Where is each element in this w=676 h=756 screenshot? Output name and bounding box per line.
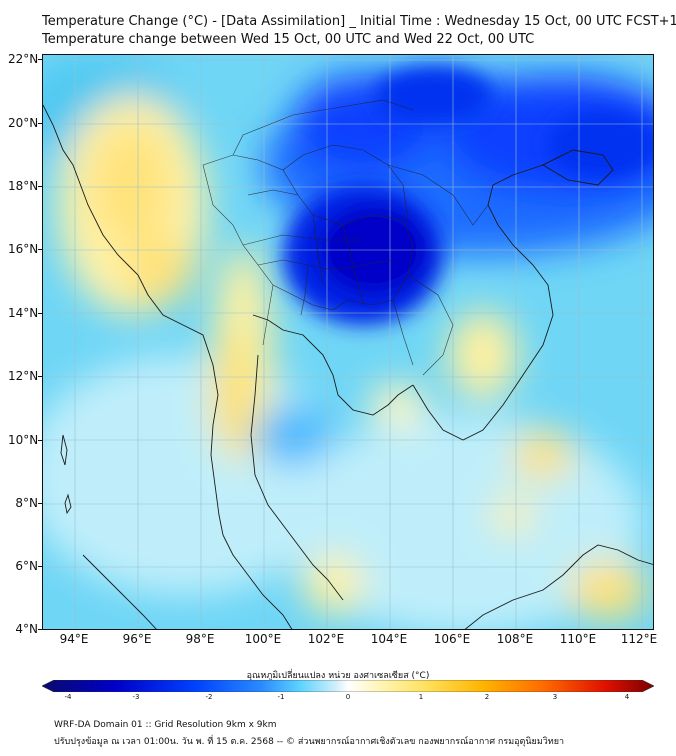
lat-label: 20°N bbox=[8, 116, 39, 130]
colorbar-tick: 3 bbox=[552, 693, 558, 701]
lat-label: 18°N bbox=[8, 179, 39, 193]
lat-label: 10°N bbox=[8, 433, 39, 447]
lat-tick bbox=[38, 186, 42, 187]
lat-label: 12°N bbox=[8, 369, 39, 383]
lat-label: 22°N bbox=[8, 52, 39, 66]
footer-model-info: WRF-DA Domain 01 :: Grid Resolution 9km … bbox=[54, 720, 277, 730]
lon-label: 96°E bbox=[122, 632, 152, 646]
lat-label: 4°N bbox=[15, 622, 38, 636]
lon-label: 102°E bbox=[307, 632, 345, 646]
title-line-1: Temperature Change (°C) - [Data Assimila… bbox=[42, 14, 676, 29]
colorbar bbox=[42, 680, 654, 692]
map-title: Temperature Change (°C) - [Data Assimila… bbox=[42, 13, 676, 49]
colorbar-tick: 0 bbox=[345, 693, 351, 701]
lon-label: 94°E bbox=[59, 632, 89, 646]
temperature-change-map bbox=[42, 54, 654, 630]
lat-tick bbox=[38, 123, 42, 124]
lat-label: 6°N bbox=[15, 559, 38, 573]
graticule bbox=[43, 55, 653, 629]
lon-label: 106°E bbox=[433, 632, 471, 646]
lat-tick bbox=[38, 440, 42, 441]
colorbar-tick: -3 bbox=[132, 693, 140, 701]
colorbar-tick: 1 bbox=[418, 693, 424, 701]
coastlines bbox=[43, 104, 653, 629]
lon-label: 110°E bbox=[559, 632, 597, 646]
lat-tick bbox=[38, 503, 42, 504]
admin-borders bbox=[202, 99, 489, 376]
colorbar-tick: -1 bbox=[277, 693, 285, 701]
lat-tick bbox=[38, 629, 42, 630]
colorbar-tick: 2 bbox=[484, 693, 490, 701]
lat-tick bbox=[38, 59, 42, 60]
lon-label: 98°E bbox=[185, 632, 215, 646]
colorbar-tick: -2 bbox=[205, 693, 213, 701]
lat-tick bbox=[38, 376, 42, 377]
lon-label: 112°E bbox=[620, 632, 658, 646]
lat-label: 14°N bbox=[8, 306, 39, 320]
lon-label: 104°E bbox=[370, 632, 408, 646]
lon-label: 100°E bbox=[244, 632, 282, 646]
title-line-2: Temperature change between Wed 15 Oct, 0… bbox=[42, 32, 535, 47]
colorbar-tick: 4 bbox=[624, 693, 630, 701]
lat-label: 16°N bbox=[8, 242, 39, 256]
colorbar-gradient bbox=[42, 680, 654, 692]
lat-tick bbox=[38, 249, 42, 250]
colorbar-tick: -4 bbox=[64, 693, 72, 701]
temperature-field bbox=[43, 55, 653, 629]
lat-label: 8°N bbox=[15, 496, 38, 510]
footer-credit: ปรับปรุงข้อมูล ณ เวลา 01:00น. วัน พ. ที่… bbox=[54, 737, 565, 747]
lat-tick bbox=[38, 566, 42, 567]
lon-label: 108°E bbox=[496, 632, 534, 646]
lat-tick bbox=[38, 313, 42, 314]
map-svg bbox=[43, 55, 653, 629]
colorbar-title: อุณหภูมิเปลี่ยนแปลง หน่วย องศาเซลเซียส (… bbox=[246, 671, 430, 681]
